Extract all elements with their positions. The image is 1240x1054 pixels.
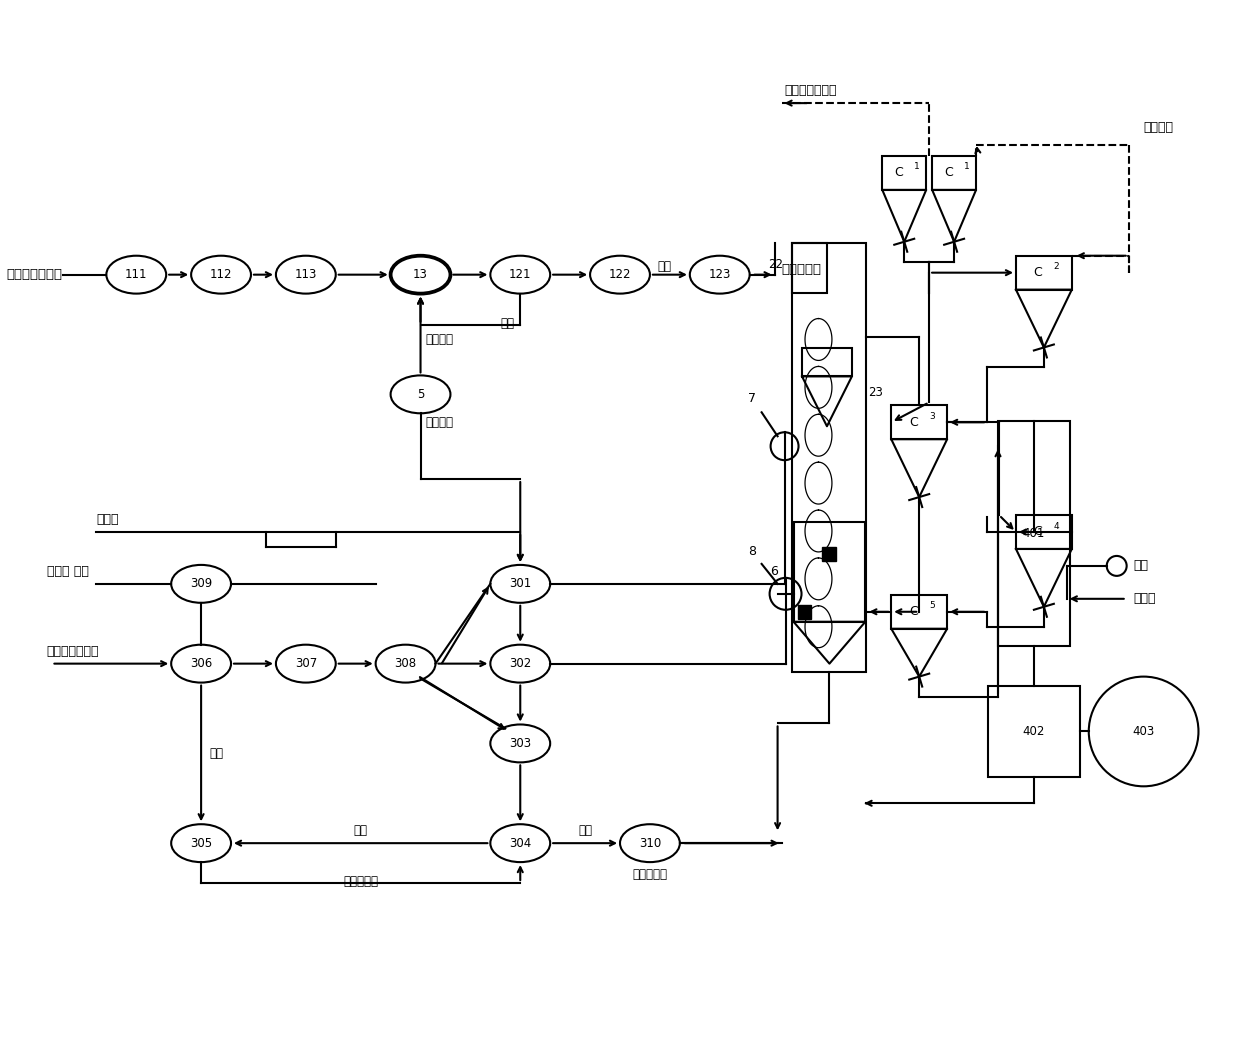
Text: 水泥生料: 水泥生料 [1143,120,1173,134]
Text: 123: 123 [708,268,730,281]
Bar [822,547,836,561]
Text: 121: 121 [508,268,532,281]
Text: 液体: 液体 [353,824,368,837]
Text: 22: 22 [769,258,784,271]
Text: 310: 310 [639,837,661,850]
Bar [794,522,866,622]
Text: 309: 309 [190,578,212,590]
Text: 5: 5 [929,601,935,610]
Text: 铝电解槽大修渣: 铝电解槽大修渣 [6,268,63,281]
Bar [932,156,976,190]
Text: 306: 306 [190,657,212,670]
Text: 1: 1 [914,162,920,172]
Text: C: C [944,167,952,179]
Text: 302: 302 [510,657,532,670]
Bar [791,242,827,293]
Text: 402: 402 [1023,725,1045,738]
Text: C: C [1033,267,1043,279]
Text: C: C [1033,526,1043,539]
Text: 2: 2 [1054,262,1059,271]
Text: 6: 6 [770,565,777,579]
Text: 去烟气处理系统: 去烟气处理系统 [785,84,837,97]
Text: 三次风: 三次风 [1133,592,1156,605]
Text: 23: 23 [868,386,883,398]
Text: C: C [894,167,903,179]
Text: 尾煤: 尾煤 [1133,560,1148,572]
Text: 301: 301 [510,578,532,590]
Text: 去水泥生料: 去水泥生料 [632,868,667,881]
Bar [892,594,947,629]
Text: 粗粉: 粗粉 [500,316,515,330]
Text: 3: 3 [929,412,935,421]
Text: C: C [909,605,918,619]
Text: 7: 7 [748,392,755,405]
Text: 大修渣粉料: 大修渣粉料 [781,264,822,276]
Text: 池底不溶物: 池底不溶物 [343,875,378,889]
Bar [791,242,867,671]
Text: 13: 13 [413,268,428,281]
Bar [988,685,1080,778]
Bar [892,406,947,440]
Bar [1016,256,1071,290]
Text: 5: 5 [417,388,424,401]
Text: 307: 307 [295,657,317,670]
Bar [998,422,1070,646]
Text: 水泥密低温烟气: 水泥密低温烟气 [47,645,99,658]
Bar [797,605,811,619]
Text: 自来水: 自来水 [97,513,119,526]
Text: 固体: 固体 [578,824,591,837]
Text: 304: 304 [510,837,532,850]
Bar [883,156,926,190]
Text: 转化助剂: 转化助剂 [425,332,454,346]
Text: 液体: 液体 [210,747,223,760]
Bar [1016,515,1071,549]
Text: 112: 112 [210,268,232,281]
Text: 细粉: 细粉 [658,260,672,273]
Text: 308: 308 [394,657,417,670]
Text: 113: 113 [295,268,317,281]
Text: 303: 303 [510,737,531,750]
Text: 4: 4 [1054,522,1059,530]
Text: 111: 111 [125,268,148,281]
Text: 403: 403 [1132,725,1154,738]
Text: C: C [909,415,918,429]
Text: 401: 401 [1023,527,1045,540]
Text: 122: 122 [609,268,631,281]
Text: 305: 305 [190,837,212,850]
Bar [802,349,852,376]
Text: 1: 1 [963,162,970,172]
Text: 副产品 烧碱: 副产品 烧碱 [47,565,88,578]
Text: 转化助剂: 转化助剂 [425,416,454,429]
Text: 8: 8 [748,545,755,559]
